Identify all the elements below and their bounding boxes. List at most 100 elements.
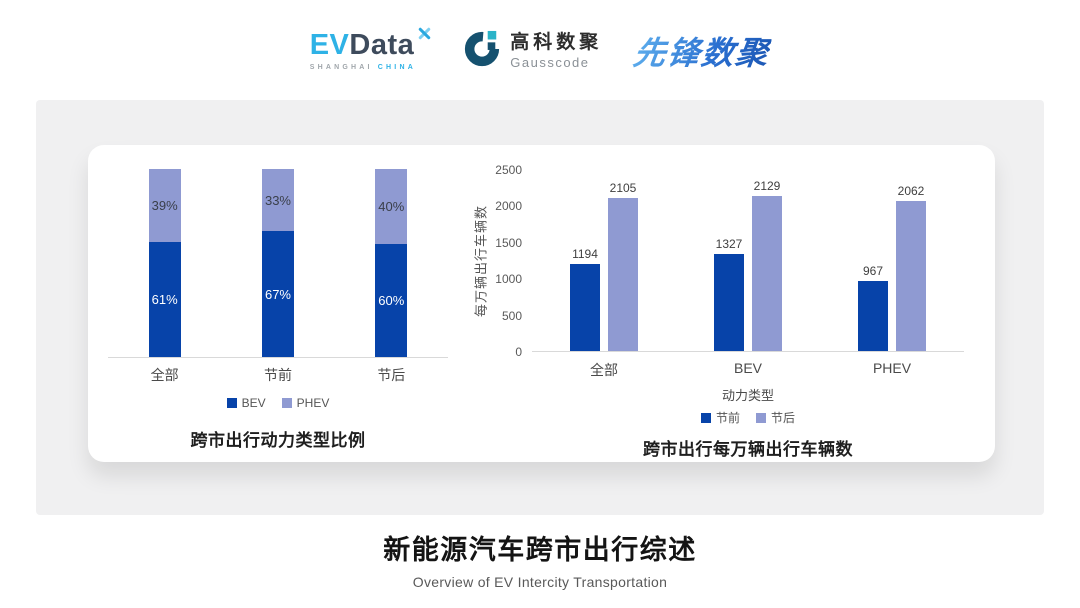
xianfeng-logo: 先锋数聚 — [631, 28, 773, 74]
stacked-chart-plot: 61% 39% 67% 33% 60% 40% — [108, 169, 448, 358]
legend-swatch — [700, 412, 711, 423]
bar-value-label: 1194 — [572, 247, 598, 262]
evdata-ev-text: EV — [309, 29, 350, 61]
bar-segment: 61% — [148, 242, 181, 357]
evdata-wordmark: EV Data — [310, 31, 432, 60]
page-title: 新能源汽车跨市出行综述 — [383, 535, 697, 565]
stacked-chart-categories: 全部 节前 节后 — [108, 365, 448, 385]
footer: 新能源汽车跨市出行综述 Overview of EV Intercity Tra… — [0, 528, 1080, 590]
legend-swatch — [281, 398, 292, 408]
bar-segment: 39% — [148, 169, 181, 243]
legend-item: PHEV — [281, 396, 330, 410]
page-subtitle: Overview of EV Intercity Transportation — [412, 574, 668, 590]
y-tick-label: 2000 — [495, 199, 522, 214]
bar-value-label: 2129 — [753, 179, 781, 194]
bar-group: 1327 2129 — [676, 170, 820, 351]
bar-value-label: 67% — [264, 286, 291, 302]
category-label: 全部 — [590, 362, 618, 378]
grouped-chart-plot: 1194 2105 1327 2129 967 2062 — [532, 170, 964, 352]
stacked-chart-title: 跨市出行动力类型比例 — [190, 431, 366, 450]
gausscode-logo: 高科数聚 Gausscode — [463, 30, 602, 73]
legend-swatch — [756, 412, 766, 423]
stacked-bar-column: 60% 40% — [335, 169, 448, 357]
charts-panel: 61% 39% 67% 33% 60% 40% 全部 节前 节后 BEV PHEV 跨市出行动力… — [88, 145, 995, 462]
legend-label: BEV — [241, 396, 266, 410]
category-label: 全部 — [150, 367, 179, 383]
bar-fill — [858, 280, 888, 351]
grouped-chart-axis-row: 每万辆出行车辆数 0 500 1000 1500 2000 2500 1194 2105 13… — [472, 163, 964, 359]
bar-fill — [570, 264, 600, 351]
bar-value-label: 2105 — [609, 180, 637, 195]
category-label: 节后 — [377, 367, 406, 383]
category-label: PHEV — [872, 360, 912, 376]
bar-value-label: 60% — [378, 293, 405, 309]
bar-segment: 60% — [375, 244, 408, 357]
xianfeng-wordmark: 先锋数聚 — [631, 28, 773, 74]
y-tick-label: 1000 — [495, 272, 522, 287]
stacked-bar: 67% 33% — [261, 169, 294, 357]
bar-value-label: 40% — [378, 199, 405, 215]
category-label: 节前 — [263, 367, 292, 383]
legend-item: BEV — [226, 396, 266, 410]
evdata-data-text: Data — [349, 29, 415, 61]
stacked-bar-column: 61% 39% — [108, 169, 221, 357]
bar-fill — [608, 197, 638, 351]
category-label: BEV — [733, 360, 762, 376]
logo-bar: EV Data SHANGHAI CHINA 高科数聚 Gausscode 先锋数 — [0, 16, 1080, 86]
y-tick-label: 1500 — [495, 235, 522, 250]
grouped-bar-chart: 每万辆出行车辆数 0 500 1000 1500 2000 2500 1194 2105 13… — [472, 163, 964, 460]
grouped-bar: 2129 — [752, 170, 782, 351]
y-tick-label: 500 — [501, 308, 522, 323]
legend-item: 节前 — [700, 409, 740, 426]
y-tick-label: 2500 — [495, 163, 522, 177]
stacked-bar: 61% 39% — [148, 169, 181, 357]
evdata-china-text: CHINA — [377, 64, 416, 71]
bar-value-label: 1327 — [715, 237, 743, 252]
legend-swatch — [226, 398, 237, 408]
bar-segment: 33% — [261, 169, 294, 232]
bar-value-label: 967 — [862, 263, 884, 278]
grouped-chart-below-axis: 全部 BEV PHEV 动力类型 节前 节后 跨市出行每万辆出行车辆数 — [472, 360, 964, 460]
bar-value-label: 2062 — [897, 183, 925, 198]
bar-segment: 40% — [375, 169, 408, 245]
bar-fill — [896, 200, 926, 351]
gausscode-wordmark: 高科数聚 Gausscode — [510, 32, 602, 70]
evdata-logo: EV Data SHANGHAI CHINA — [310, 31, 432, 72]
charts-card: 61% 39% 67% 33% 60% 40% 全部 节前 节后 BEV PHEV 跨市出行动力… — [36, 100, 1044, 515]
evdata-x-icon — [417, 26, 431, 40]
grouped-bar: 967 — [858, 170, 888, 351]
legend-label: 节后 — [771, 411, 796, 425]
y-axis-ticks: 0 500 1000 1500 2000 2500 — [488, 163, 532, 359]
stacked-chart-legend: BEV PHEV — [108, 396, 448, 410]
stacked-bar-column: 67% 33% — [221, 169, 334, 357]
legend-label: PHEV — [296, 396, 330, 410]
stacked-bar: 60% 40% — [375, 169, 408, 357]
bar-value-label: 39% — [151, 198, 178, 214]
evdata-shanghai-text: SHANGHAI — [309, 64, 373, 71]
grouped-chart-categories: 全部 BEV PHEV — [532, 360, 964, 380]
evdata-tagline: SHANGHAI CHINA — [310, 64, 432, 71]
bar-fill — [714, 254, 744, 351]
bar-group: 967 2062 — [820, 170, 964, 351]
grouped-bar: 2062 — [896, 170, 926, 351]
stacked-bar-chart: 61% 39% 67% 33% 60% 40% 全部 节前 节后 BEV PHEV 跨市出行动力… — [108, 169, 448, 451]
bar-segment: 67% — [261, 231, 294, 357]
gausscode-g-icon — [463, 30, 501, 73]
y-axis-label: 每万辆出行车辆数 — [473, 204, 489, 318]
grouped-chart-title: 跨市出行每万辆出行车辆数 — [643, 440, 853, 459]
bar-fill — [752, 196, 782, 351]
gausscode-en-text: Gausscode — [510, 54, 590, 70]
x-axis-label: 动力类型 — [721, 388, 774, 403]
bar-value-label: 61% — [151, 292, 178, 308]
grouped-chart-legend: 节前 节后 — [532, 409, 964, 426]
legend-item: 节后 — [756, 409, 795, 426]
grouped-bar: 1327 — [714, 170, 744, 351]
grouped-bar: 2105 — [608, 170, 638, 351]
bar-value-label: 33% — [264, 192, 291, 208]
grouped-bar: 1194 — [570, 170, 600, 351]
gausscode-cn-text: 高科数聚 — [510, 31, 603, 53]
bar-group: 1194 2105 — [532, 170, 676, 351]
y-tick-label: 0 — [515, 345, 522, 359]
y-axis-label-wrap: 每万辆出行车辆数 — [472, 170, 489, 352]
